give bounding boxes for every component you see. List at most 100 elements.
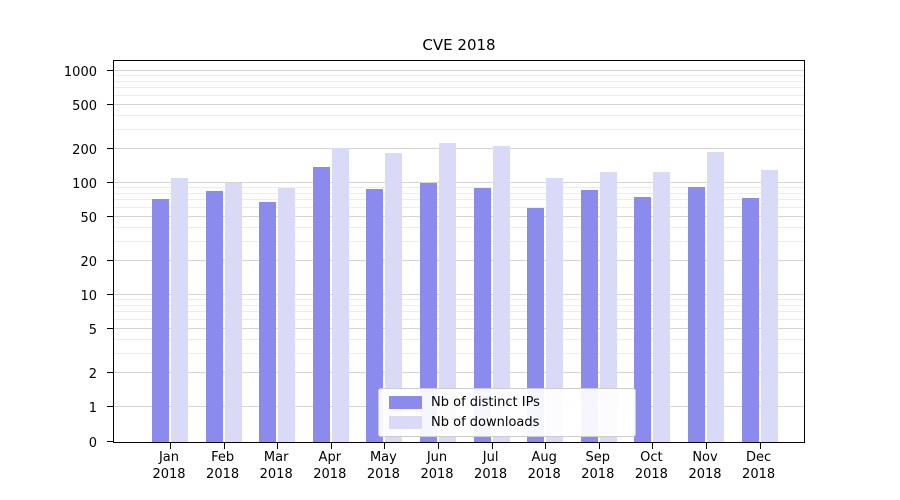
bar-downloads <box>439 142 456 442</box>
x-tick-label: May 2018 <box>366 450 400 482</box>
y-tick-label: 10 <box>80 289 97 304</box>
gridline-minor <box>114 192 804 194</box>
bar-distinct-ips <box>634 197 652 442</box>
x-tick-mark <box>384 443 386 449</box>
bar-downloads <box>171 177 188 442</box>
gridline-minor <box>114 311 804 313</box>
y-tick-mark <box>107 103 113 105</box>
gridline-minor <box>114 338 804 340</box>
gridline-major <box>114 182 804 183</box>
bar-downloads <box>278 188 296 442</box>
bar-downloads <box>707 152 724 442</box>
bar-distinct-ips <box>205 190 223 442</box>
x-tick-mark <box>759 443 761 449</box>
y-tick-mark <box>107 260 113 262</box>
bar-distinct-ips <box>152 198 169 442</box>
y-tick-mark <box>107 294 113 295</box>
gridline-minor <box>114 240 804 242</box>
chart-title: CVE 2018 <box>422 36 496 54</box>
gridline-minor <box>114 199 804 201</box>
bar-distinct-ips <box>527 207 545 442</box>
gridline-minor <box>114 187 804 189</box>
bar-downloads <box>599 172 617 442</box>
gridline-minor <box>114 94 804 96</box>
y-tick-label: 50 <box>80 210 97 226</box>
y-tick-label: 1000 <box>63 65 97 80</box>
y-tick-mark <box>107 372 113 374</box>
legend-swatch-downloads <box>389 416 422 429</box>
x-tick-mark <box>438 443 439 449</box>
x-tick-mark <box>277 443 279 449</box>
y-tick-label: 2 <box>88 367 97 383</box>
gridline-major <box>114 260 804 262</box>
x-tick-label: Nov 2018 <box>688 450 722 482</box>
bar-downloads <box>331 148 349 442</box>
x-tick-label: Mar 2018 <box>259 450 293 482</box>
legend-item-downloads: Nb of downloads <box>389 415 625 430</box>
x-tick-label: Aug 2018 <box>527 450 561 482</box>
y-tick-label: 20 <box>80 255 97 271</box>
gridline-minor <box>114 114 804 116</box>
gridline-minor <box>114 299 804 301</box>
gridline-major <box>114 327 804 329</box>
bar-distinct-ips <box>473 188 491 442</box>
y-tick-label: 1 <box>88 401 97 416</box>
y-tick-mark <box>107 70 113 71</box>
y-tick-mark <box>107 406 113 407</box>
y-tick-label: 5 <box>88 322 97 338</box>
bar-distinct-ips <box>688 186 705 442</box>
x-tick-label: Feb 2018 <box>206 450 240 482</box>
x-tick-mark <box>545 443 547 449</box>
x-tick-mark <box>491 443 493 449</box>
gridline-minor <box>114 304 804 306</box>
gridline-minor <box>114 80 804 82</box>
x-tick-mark <box>170 443 171 449</box>
gridline-major <box>114 215 804 217</box>
y-tick-label: 0 <box>88 436 97 451</box>
gridline-minor <box>114 87 804 89</box>
legend-swatch-distinct-ips <box>389 396 422 409</box>
bar-distinct-ips <box>259 202 277 442</box>
y-tick-label: 200 <box>72 143 97 159</box>
plot-area <box>107 60 805 449</box>
legend-label-downloads: Nb of downloads <box>431 415 540 430</box>
gridline-minor <box>114 128 804 130</box>
bar-distinct-ips <box>580 189 598 442</box>
legend-label-distinct-ips: Nb of distinct IPs <box>431 395 540 410</box>
gridline-major <box>114 294 804 295</box>
bar-distinct-ips <box>366 189 384 442</box>
x-tick-mark <box>598 443 600 449</box>
bar-distinct-ips <box>741 198 759 442</box>
y-tick-label: 500 <box>72 98 97 114</box>
x-tick-mark <box>652 443 654 449</box>
gridline-minor <box>114 318 804 320</box>
gridline-minor <box>114 206 804 208</box>
y-tick-mark <box>107 441 113 442</box>
x-tick-label: Jun 2018 <box>420 450 454 482</box>
x-tick-mark <box>330 443 332 449</box>
x-tick-label: Apr 2018 <box>313 450 347 482</box>
x-tick-mark <box>706 443 707 449</box>
bar-downloads <box>760 170 778 442</box>
gridline-major <box>114 372 804 374</box>
bar-downloads <box>653 172 671 442</box>
y-tick-mark <box>107 327 113 329</box>
bar-downloads <box>224 183 242 442</box>
y-axis: 0 1 2 5 10 20 50 100 200 500 1000 <box>0 60 105 451</box>
gridline-major <box>114 70 804 71</box>
bar-downloads <box>385 153 403 442</box>
bar-distinct-ips <box>312 166 330 442</box>
x-tick-mark <box>223 443 225 449</box>
y-tick-label: 100 <box>72 177 97 192</box>
y-tick-mark <box>107 215 113 217</box>
x-tick-label: Sep 2018 <box>581 450 615 482</box>
x-tick-label: Jan 2018 <box>152 450 186 482</box>
bar-downloads <box>546 177 564 442</box>
bar-distinct-ips <box>420 183 437 442</box>
legend: Nb of distinct IPs Nb of downloads <box>378 388 636 437</box>
gridline-major <box>114 103 804 105</box>
gridline-major <box>114 148 804 150</box>
y-tick-mark <box>107 182 113 183</box>
bar-downloads <box>492 145 510 442</box>
